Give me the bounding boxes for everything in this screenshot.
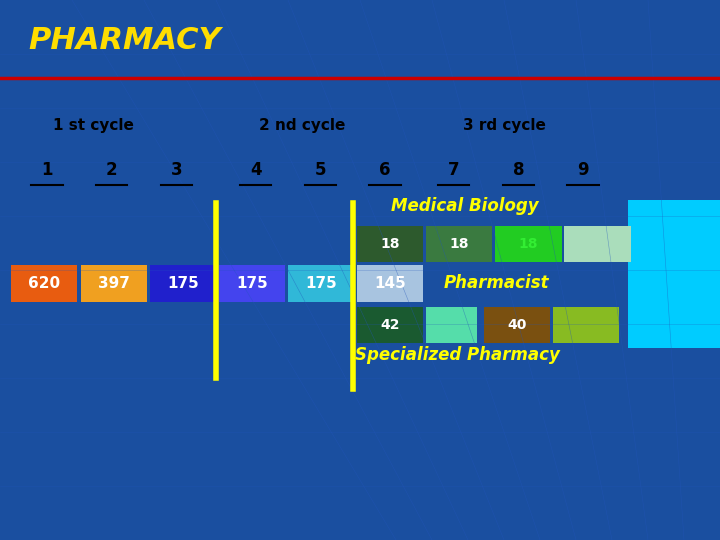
Text: 2: 2 — [106, 161, 117, 179]
Bar — [219, 265, 285, 302]
Bar — [357, 265, 423, 302]
Bar — [150, 265, 216, 302]
Text: 1 st cycle: 1 st cycle — [53, 118, 134, 133]
Text: Specialized Pharmacy: Specialized Pharmacy — [355, 346, 559, 364]
Bar — [288, 265, 354, 302]
Text: Pharmacist: Pharmacist — [444, 274, 549, 293]
Text: 5: 5 — [315, 161, 326, 179]
Text: 3 rd cycle: 3 rd cycle — [462, 118, 546, 133]
Text: 18: 18 — [588, 237, 608, 251]
Text: 175: 175 — [167, 276, 199, 291]
Text: 6: 6 — [379, 161, 391, 179]
Text: 145: 145 — [374, 276, 406, 291]
Text: 2 nd cycle: 2 nd cycle — [259, 118, 346, 133]
Text: 18: 18 — [518, 237, 539, 251]
Text: 397: 397 — [98, 276, 130, 291]
Text: 18: 18 — [380, 237, 400, 251]
Bar — [426, 307, 477, 343]
Text: 18: 18 — [449, 237, 469, 251]
Text: 175: 175 — [236, 276, 268, 291]
Text: 8: 8 — [513, 161, 524, 179]
Bar — [11, 265, 77, 302]
Text: 620: 620 — [28, 276, 60, 291]
Text: Medical Biology: Medical Biology — [390, 197, 539, 215]
Bar — [357, 226, 423, 262]
Bar — [628, 200, 720, 348]
Bar — [484, 307, 550, 343]
Bar — [81, 265, 147, 302]
Bar — [564, 226, 631, 262]
Bar — [426, 226, 492, 262]
Text: 9: 9 — [577, 161, 589, 179]
Text: 4: 4 — [250, 161, 261, 179]
Bar — [495, 226, 562, 262]
Text: 175: 175 — [305, 276, 337, 291]
Bar — [553, 307, 619, 343]
Text: 42: 42 — [380, 318, 400, 332]
Text: PHARMACY: PHARMACY — [29, 25, 222, 55]
Text: 7: 7 — [448, 161, 459, 179]
Text: 40: 40 — [508, 318, 526, 332]
Text: 1: 1 — [41, 161, 53, 179]
Text: 3: 3 — [171, 161, 182, 179]
Bar — [357, 307, 423, 343]
